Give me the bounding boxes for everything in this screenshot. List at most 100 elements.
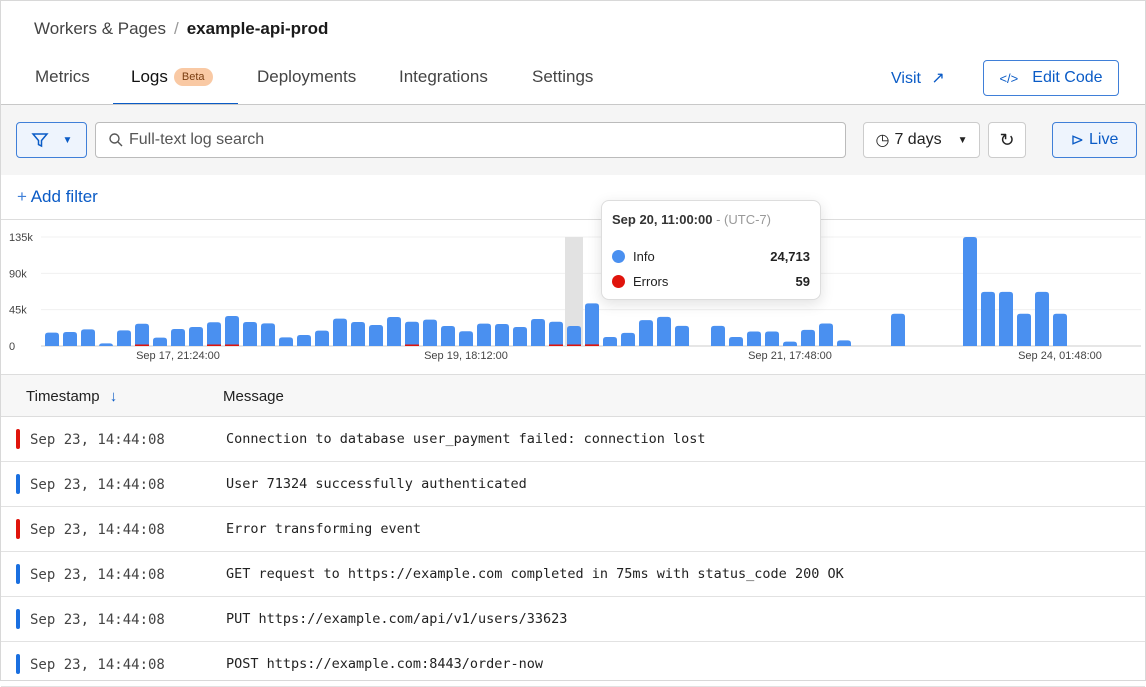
info-bar[interactable] (81, 329, 95, 346)
time-range-select[interactable]: ◷ 7 days ▼ (863, 122, 980, 158)
live-label: Live (1089, 131, 1119, 148)
table-row[interactable]: Sep 23, 14:44:08 Error transforming event (1, 507, 1145, 552)
y-tick-label: 45k (9, 305, 27, 317)
info-bar[interactable] (405, 321, 419, 346)
info-bar[interactable] (63, 332, 77, 346)
filter-menu-button[interactable]: ▼ (16, 122, 87, 158)
y-tick-label: 135k (9, 232, 33, 244)
info-bar[interactable] (189, 327, 203, 346)
info-bar[interactable] (513, 327, 527, 346)
info-bar[interactable] (261, 323, 275, 346)
info-bar[interactable] (99, 343, 113, 347)
external-link-icon: ↗ (931, 70, 945, 87)
row-timestamp: Sep 23, 14:44:08 (30, 477, 165, 493)
table-row[interactable]: Sep 23, 14:44:08 POST https://example.com… (1, 642, 1145, 687)
info-bar[interactable] (837, 340, 851, 346)
info-bar[interactable] (531, 319, 545, 346)
info-bar[interactable] (999, 291, 1013, 346)
info-bar[interactable] (351, 322, 365, 346)
info-bar[interactable] (711, 325, 725, 346)
info-bar[interactable] (153, 337, 167, 346)
info-bar[interactable] (981, 291, 995, 346)
info-bar[interactable] (369, 325, 383, 346)
info-bar[interactable] (297, 335, 311, 346)
info-bar[interactable] (387, 317, 401, 346)
highlight-column (565, 237, 583, 346)
error-bar[interactable] (405, 344, 419, 347)
info-bar[interactable] (657, 316, 671, 346)
info-bar[interactable] (279, 337, 293, 346)
tab-metrics[interactable]: Metrics (35, 67, 90, 86)
time-range-value: 7 days (894, 131, 942, 148)
plus-icon: + (17, 187, 31, 206)
info-bar[interactable] (333, 318, 347, 346)
level-indicator-info (16, 564, 20, 584)
info-bar[interactable] (963, 237, 977, 346)
info-bar[interactable] (801, 329, 815, 346)
table-row[interactable]: Sep 23, 14:44:08 User 71324 successfully … (1, 462, 1145, 507)
table-row[interactable]: Sep 23, 14:44:08 Connection to database u… (1, 417, 1145, 462)
info-bar[interactable] (1053, 313, 1067, 346)
tab-deployments[interactable]: Deployments (257, 67, 357, 86)
edit-code-label: Edit Code (1032, 69, 1103, 86)
column-timestamp-label: Timestamp (26, 388, 100, 405)
info-bar[interactable] (477, 323, 491, 346)
info-bar[interactable] (639, 320, 653, 346)
info-bar[interactable] (729, 336, 743, 346)
info-bar[interactable] (459, 331, 473, 346)
info-bar[interactable] (441, 325, 455, 346)
error-bar[interactable] (135, 344, 149, 347)
error-bar[interactable] (549, 344, 563, 347)
error-bar[interactable] (207, 344, 221, 347)
column-message: Message (223, 388, 284, 405)
search-input[interactable]: Full-text log search (95, 122, 846, 158)
info-bar[interactable] (1017, 313, 1031, 346)
clock-icon: ◷ (875, 132, 890, 149)
live-button[interactable]: ⊳ Live (1052, 122, 1137, 158)
info-bar[interactable] (621, 332, 635, 346)
visit-link[interactable]: Visit ↗ (891, 68, 945, 88)
info-bar[interactable] (225, 316, 239, 346)
info-bar[interactable] (891, 313, 905, 346)
row-timestamp: Sep 23, 14:44:08 (30, 522, 165, 538)
info-bar[interactable] (747, 331, 761, 346)
tab-settings[interactable]: Settings (532, 67, 594, 86)
tab-integrations[interactable]: Integrations (399, 67, 488, 86)
info-bar[interactable] (423, 319, 437, 346)
error-bar[interactable] (567, 344, 581, 347)
log-volume-chart[interactable]: 0 45k 90k 135k Sep 17, 21:24:00 Sep 19, 18:12… (1, 220, 1146, 374)
info-bar[interactable] (1035, 291, 1049, 346)
breadcrumb-parent[interactable]: Workers & Pages (34, 19, 166, 38)
row-message: Connection to database user_payment fail… (226, 431, 706, 447)
info-bar[interactable] (117, 330, 131, 346)
error-bar[interactable] (585, 344, 599, 346)
info-bar[interactable] (819, 323, 833, 346)
info-bar[interactable] (675, 325, 689, 346)
info-bar[interactable] (135, 323, 149, 346)
info-bar[interactable] (783, 341, 797, 346)
info-bar[interactable] (603, 336, 617, 346)
add-filter-button[interactable]: + Add filter (17, 187, 98, 207)
search-icon (109, 133, 123, 147)
info-bar[interactable] (549, 321, 563, 346)
info-bar[interactable] (45, 332, 59, 346)
column-timestamp[interactable]: Timestamp ↓ (26, 388, 117, 405)
info-bar[interactable] (765, 331, 779, 346)
info-bar[interactable] (315, 330, 329, 346)
visit-label: Visit (891, 70, 921, 87)
info-bar[interactable] (171, 329, 185, 346)
info-bar[interactable] (567, 325, 581, 346)
error-bar[interactable] (225, 344, 239, 347)
chevron-down-icon: ▼ (957, 134, 968, 146)
tab-logs[interactable]: Logs Beta (113, 67, 238, 105)
table-row[interactable]: Sep 23, 14:44:08 GET request to https://e… (1, 552, 1145, 597)
info-bar[interactable] (207, 322, 221, 346)
edit-code-button[interactable]: </> Edit Code (983, 60, 1119, 96)
info-bar[interactable] (585, 303, 599, 346)
level-indicator-error (16, 429, 20, 449)
table-row[interactable]: Sep 23, 14:44:08 PUT https://example.com/… (1, 597, 1145, 642)
refresh-button[interactable]: ↻ (988, 122, 1026, 158)
tooltip-errors-label: Errors (633, 274, 669, 289)
info-bar[interactable] (243, 322, 257, 346)
info-bar[interactable] (495, 324, 509, 346)
